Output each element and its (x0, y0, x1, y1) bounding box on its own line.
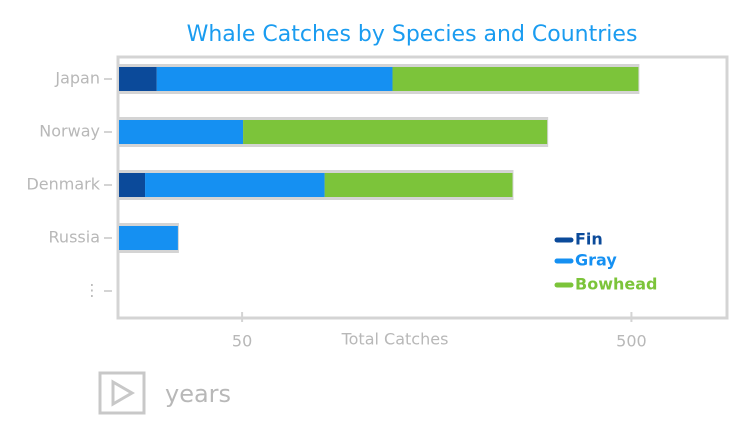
bar (119, 226, 178, 250)
y-tick-label: Norway (39, 122, 100, 141)
y-tick-label: ⋮ (84, 281, 100, 300)
chart-title: Whale Catches by Species and Countries (187, 22, 638, 47)
legend-label: Bowhead (575, 275, 657, 294)
bar (243, 120, 548, 144)
bar (145, 173, 325, 197)
legend-label: Fin (575, 230, 603, 249)
play-label: years (165, 380, 231, 408)
bar (324, 173, 513, 197)
play-button[interactable] (98, 371, 146, 415)
bar (119, 173, 146, 197)
play-icon[interactable] (111, 379, 135, 407)
legend-label: Gray (575, 251, 617, 270)
bar (119, 120, 244, 144)
x-axis-label: Total Catches (341, 330, 449, 349)
bar (119, 67, 157, 91)
y-tick-label: Japan (54, 69, 100, 88)
x-tick-label: 500 (616, 332, 647, 351)
y-tick-label: Russia (49, 228, 100, 247)
bar (392, 67, 639, 91)
y-tick-label: Denmark (26, 175, 100, 194)
play-box[interactable] (98, 371, 146, 415)
x-tick-label: 50 (232, 332, 252, 351)
bar (156, 67, 393, 91)
